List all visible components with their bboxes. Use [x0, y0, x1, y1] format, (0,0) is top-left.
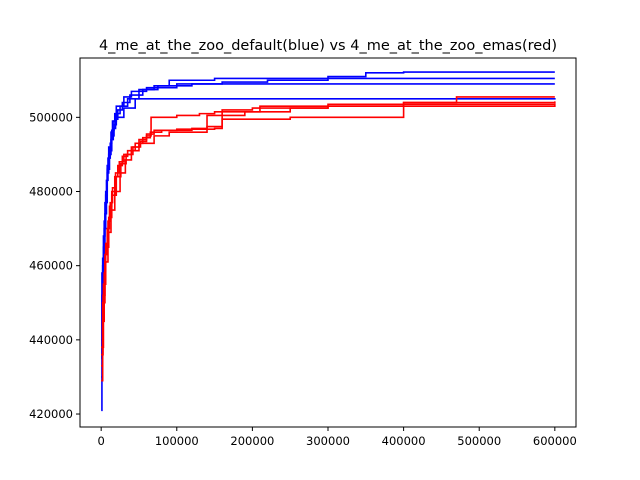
y-tick-label: 500000 [29, 110, 73, 124]
x-axis-ticks: 0 100000 200000 300000 400000 500000 600000 [98, 427, 577, 448]
y-tick-label: 460000 [29, 259, 73, 273]
y-tick-label: 440000 [29, 333, 73, 347]
series-line-6 [101, 103, 556, 349]
y-tick-label: 420000 [29, 407, 73, 421]
x-tick-label: 300000 [306, 434, 350, 448]
series-line-3 [101, 97, 556, 341]
x-tick-label: 400000 [382, 434, 426, 448]
y-tick-label: 480000 [29, 185, 73, 199]
x-tick-label: 200000 [230, 434, 274, 448]
axes-frame [79, 57, 577, 428]
y-axis-ticks: 420000 440000 460000 480000 500000 [29, 110, 80, 421]
x-tick-label: 100000 [155, 434, 199, 448]
chart-title: 4_me_at_the_zoo_default(blue) vs 4_me_at… [99, 38, 557, 54]
series-line-7 [101, 103, 555, 367]
x-tick-label: 0 [98, 434, 105, 448]
x-tick-label: 600000 [533, 434, 577, 448]
x-tick-label: 500000 [457, 434, 501, 448]
plot-lines [101, 71, 556, 412]
